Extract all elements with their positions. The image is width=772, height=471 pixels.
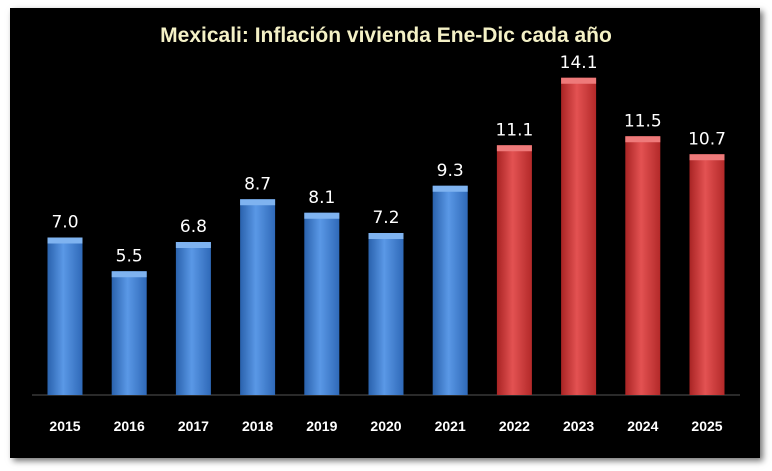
value-label-2016: 5.5 (116, 246, 143, 266)
bar-2019 (304, 212, 340, 395)
bar-cap-2017 (175, 242, 211, 248)
value-label-2018: 8.7 (244, 174, 271, 194)
x-tick-label-2022: 2022 (499, 418, 530, 434)
bar-cap-2015 (47, 237, 83, 244)
bar-2018 (240, 199, 276, 395)
value-label-2022: 11.1 (495, 120, 533, 140)
value-label-2021: 9.3 (437, 161, 464, 181)
bar-cap-2022 (496, 145, 532, 152)
x-tick-label-2015: 2015 (49, 418, 80, 434)
bar-2016 (111, 271, 147, 395)
bar-cap-2020 (368, 233, 404, 239)
bar-2023 (561, 77, 597, 395)
value-label-2019: 8.1 (308, 188, 335, 208)
value-labels-group: 7.0 5.5 6.8 8.7 8.1 7.2 9.3 11.1 14.1 11.5 10.7 (51, 53, 725, 267)
bar-cap-2021 (432, 185, 468, 192)
x-tick-labels-group: 2015 2016 2017 2018 2019 2020 2021 2022 2023 2024… (49, 418, 722, 434)
bar-cap-2024 (625, 136, 661, 143)
chart-title: Mexicali: Inflación vivienda Ene-Dic cad… (160, 24, 612, 47)
bar-2020 (368, 233, 404, 395)
bar-cap-2016 (111, 271, 147, 278)
bar-cap-2019 (304, 212, 340, 219)
x-tick-label-2025: 2025 (691, 418, 722, 434)
value-label-2020: 7.2 (372, 208, 399, 228)
x-tick-label-2021: 2021 (435, 418, 466, 434)
bar-2025 (689, 154, 725, 395)
value-label-2023: 14.1 (560, 53, 598, 73)
x-tick-label-2019: 2019 (306, 418, 337, 434)
x-tick-label-2018: 2018 (242, 418, 273, 434)
bar-2015 (47, 237, 83, 395)
value-label-2017: 6.8 (180, 217, 207, 237)
value-label-2024: 11.5 (624, 111, 662, 131)
bar-cap-2018 (240, 199, 276, 206)
x-tick-label-2024: 2024 (627, 418, 658, 434)
x-tick-label-2017: 2017 (178, 418, 209, 434)
bars-group (47, 77, 725, 395)
bar-2021 (432, 185, 468, 395)
value-label-2015: 7.0 (51, 213, 78, 233)
bar-2017 (175, 242, 211, 395)
bar-cap-2025 (689, 154, 725, 161)
x-tick-label-2020: 2020 (370, 418, 401, 434)
value-label-2025: 10.7 (688, 129, 726, 149)
bar-cap-2023 (561, 77, 597, 84)
bar-2022 (496, 145, 532, 395)
x-tick-label-2023: 2023 (563, 418, 594, 434)
x-tick-label-2016: 2016 (114, 418, 145, 434)
bar-2024 (625, 136, 661, 395)
